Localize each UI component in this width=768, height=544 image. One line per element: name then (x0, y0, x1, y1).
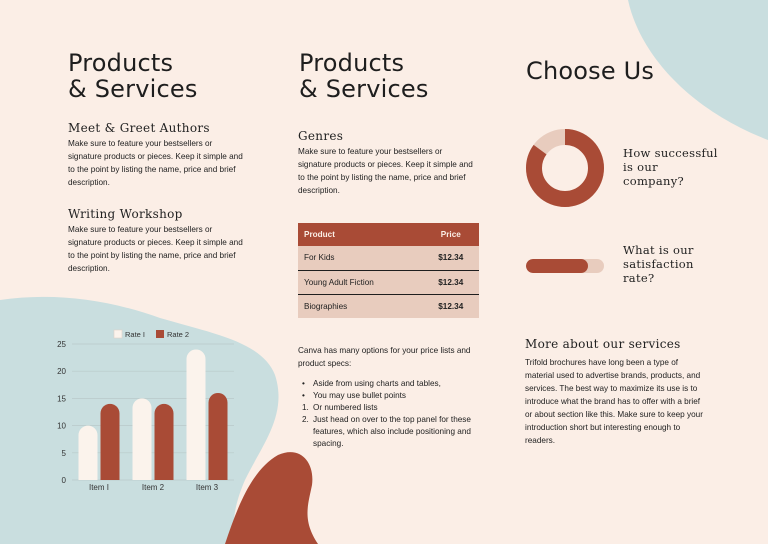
bar-chart: 0 5 10 15 20 25 Rate I Rate 2 Item I Item 2 Item 3 (57, 329, 234, 492)
question-success: How successful is our company? (623, 146, 718, 188)
specs-list: • Aside from using charts and tables, • Yo… (298, 378, 478, 450)
legend-label: Rate I (125, 330, 145, 339)
more-services-body: Trifold brochures have long been a type … (525, 358, 703, 445)
y-tick-label: 0 (62, 476, 67, 485)
specs-intro: Canva has many options for your price li… (298, 346, 471, 368)
y-tick-label: 25 (57, 340, 66, 349)
price-table-header-product: Product (298, 223, 423, 246)
price-table: Product Price For Kids $12.34 Young Adul… (298, 223, 479, 318)
section-heading-writing-workshop: Writing Workshop (68, 207, 183, 221)
section-heading-meet-greet: Meet & Greet Authors (68, 121, 210, 135)
genres-body: Make sure to feature your bestsellers or… (298, 147, 473, 195)
legend-swatch (113, 329, 123, 339)
x-tick-label: Item 2 (142, 483, 165, 492)
legend-swatch (156, 330, 164, 338)
bar (208, 392, 228, 480)
list-item: • You may use bullet points (298, 390, 478, 402)
table-cell-price: $12.34 (422, 270, 479, 295)
list-item: 2. Just head on over to the top panel for… (298, 414, 478, 450)
table-cell-price: $12.34 (422, 246, 479, 271)
list-marker: 1. (302, 403, 309, 412)
list-marker: 2. (302, 415, 309, 424)
bar (132, 398, 152, 480)
panel2-title: Products & Services (299, 50, 429, 102)
list-marker: • (302, 379, 305, 388)
bar (154, 403, 174, 480)
price-table-header-row: Product Price (298, 223, 479, 246)
price-table-header-price: Price (422, 223, 479, 246)
bar (78, 425, 98, 480)
more-services-heading: More about our services (525, 337, 681, 351)
list-item: • Aside from using charts and tables, (298, 378, 478, 390)
y-tick-label: 20 (57, 367, 66, 376)
panel2-title-line2: & Services (299, 75, 429, 103)
bar (100, 403, 120, 480)
table-row: For Kids $12.34 (298, 246, 479, 271)
success-donut-chart (526, 129, 604, 207)
list-item-text: Or numbered lists (313, 403, 378, 412)
table-cell-product: For Kids (298, 246, 423, 271)
table-row: Biographies $12.34 (298, 294, 479, 318)
bar (186, 349, 206, 480)
panel1-title: Products & Services (68, 50, 198, 102)
y-tick-label: 5 (62, 449, 67, 458)
list-item-text: You may use bullet points (313, 391, 407, 400)
section-body-meet-greet: Make sure to feature your bestsellers or… (68, 139, 243, 187)
choose-us-title: Choose Us (526, 57, 655, 85)
satisfaction-bar (526, 259, 604, 273)
list-item-text: Just head on over to the top panel for t… (313, 415, 471, 448)
section-body-writing-workshop: Make sure to feature your bestsellers or… (68, 225, 243, 273)
panel2-title-line1: Products (299, 49, 405, 77)
satisfaction-bar-fill (526, 259, 589, 273)
table-cell-product: Biographies (298, 294, 423, 318)
x-tick-label: Item I (89, 483, 109, 492)
table-cell-price: $12.34 (422, 294, 479, 318)
panel1-title-line2: & Services (68, 75, 198, 103)
question-satisfaction: What is our satisfaction rate? (623, 243, 694, 285)
table-cell-product: Young Adult Fiction (298, 270, 423, 295)
donut-fill (526, 129, 604, 207)
y-tick-label: 10 (57, 422, 66, 431)
x-tick-label: Item 3 (196, 483, 219, 492)
legend-label: Rate 2 (167, 330, 189, 339)
list-item-text: Aside from using charts and tables, (313, 379, 441, 388)
y-tick-label: 15 (57, 394, 66, 403)
table-row: Young Adult Fiction $12.34 (298, 270, 479, 295)
list-item: 1. Or numbered lists (298, 402, 478, 414)
panel1-title-line1: Products (68, 49, 174, 77)
list-marker: • (302, 391, 305, 400)
genres-heading: Genres (298, 129, 344, 143)
